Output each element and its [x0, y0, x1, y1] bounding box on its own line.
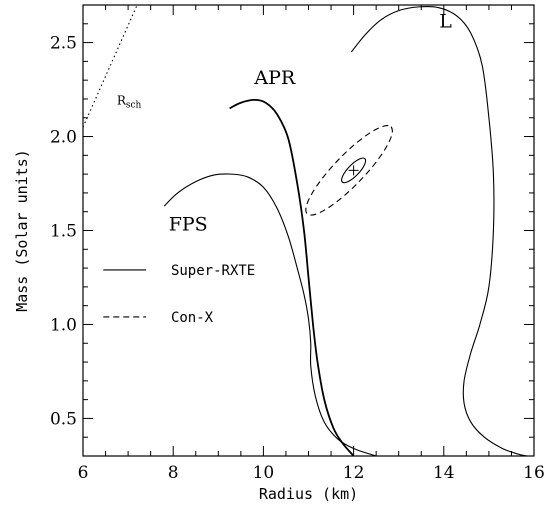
x-tick-label: 16 [523, 463, 545, 483]
legend: Super-RXTE Con-X [103, 263, 255, 326]
x-tick-label: 6 [78, 463, 89, 483]
x-axis-label: Radius (km) [259, 485, 358, 503]
plot-frame [82, 4, 535, 457]
x-tick-label: 12 [343, 463, 365, 483]
y-tick-label: 1.0 [50, 315, 77, 335]
y-tick-label: 1.5 [50, 222, 77, 242]
x-tick-label: 8 [168, 463, 179, 483]
y-tick-label: 2.0 [50, 128, 77, 148]
y-tick-label: 0.5 [50, 409, 77, 429]
annotation-rsch: Rsch [117, 94, 142, 111]
annotation-fps: FPS [169, 214, 208, 236]
annotation-rsch-sub: sch [126, 101, 142, 111]
ellipse-super-rxte [341, 157, 367, 184]
ellipse-con-x [305, 125, 393, 216]
y-axis-label: Mass (Solar units) [13, 149, 31, 312]
x-tick-label: 14 [433, 463, 455, 483]
x-tick-label: 10 [253, 463, 275, 483]
y-tick-label: 2.5 [50, 34, 77, 54]
legend-label-super-rxte: Super-RXTE [171, 263, 255, 279]
plot-area [83, 5, 528, 456]
data-layer [83, 5, 528, 456]
annotation-rsch-main: R [117, 94, 127, 108]
ticks-layer: 6 8 10 12 14 16 0.5 1.0 1.5 2.0 2.5 [50, 4, 545, 483]
annotation-apr: APR [253, 67, 296, 89]
curve-fps [163, 173, 377, 456]
curve-apr [229, 98, 355, 456]
annotation-l: L [439, 11, 452, 33]
curve-l [350, 6, 528, 456]
legend-label-con-x: Con-X [171, 310, 214, 326]
